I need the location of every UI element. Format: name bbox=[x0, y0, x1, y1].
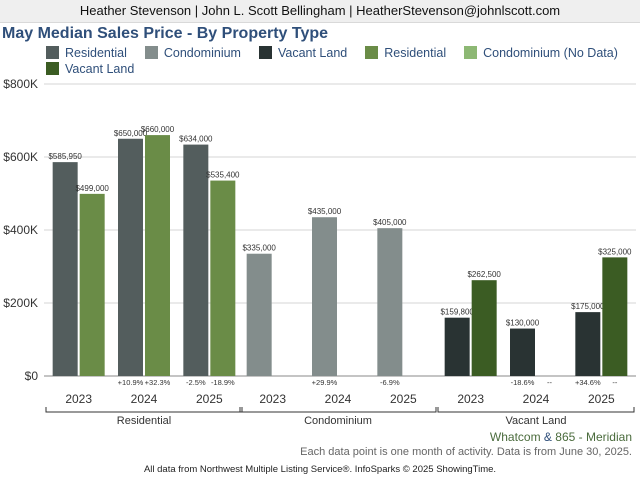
source-and: & bbox=[543, 430, 552, 444]
legend-swatch bbox=[144, 46, 158, 59]
data-label: $634,000 bbox=[179, 135, 213, 144]
legend-label: Condominium (No Data) bbox=[483, 45, 618, 60]
bar bbox=[510, 328, 535, 376]
bar bbox=[246, 253, 272, 376]
legend-label: Residential bbox=[384, 45, 447, 60]
x-group-label: Condominium bbox=[304, 415, 372, 426]
y-tick-label: $0 bbox=[25, 369, 39, 383]
group-bracket bbox=[437, 407, 635, 413]
bar bbox=[210, 180, 236, 376]
legend-swatch bbox=[464, 46, 478, 59]
change-label: -18.9% bbox=[211, 378, 235, 387]
data-label: $660,000 bbox=[141, 125, 175, 134]
data-label: $159,800 bbox=[440, 308, 474, 317]
change-label: -- bbox=[612, 378, 617, 387]
y-tick-label: $600K bbox=[3, 150, 38, 164]
legend-item-condominium-prev[interactable]: Condominium bbox=[144, 45, 241, 60]
legend-label: Condominium bbox=[163, 45, 241, 60]
data-label: $435,000 bbox=[308, 207, 342, 216]
chart-title: May Median Sales Price - By Property Typ… bbox=[2, 25, 329, 42]
data-label: $499,000 bbox=[75, 184, 109, 193]
bar bbox=[52, 162, 78, 376]
x-tick-year: 2024 bbox=[325, 392, 352, 406]
source-area-a: Whatcom bbox=[489, 430, 541, 444]
x-tick-year: 2023 bbox=[259, 392, 286, 406]
y-tick-label: $800K bbox=[3, 77, 38, 91]
bar bbox=[183, 144, 209, 376]
bar bbox=[312, 217, 337, 376]
legend-label: Residential bbox=[65, 45, 127, 60]
x-tick-year: 2024 bbox=[523, 392, 550, 406]
change-label: -6.9% bbox=[380, 378, 400, 387]
bar bbox=[575, 312, 601, 376]
x-group-label: Residential bbox=[117, 415, 171, 426]
data-credit: All data from Northwest Multiple Listing… bbox=[143, 464, 497, 475]
chart-legend: Residential Condominium Vacant Land Resi… bbox=[46, 45, 640, 76]
x-tick-year: 2025 bbox=[588, 392, 615, 406]
agent-contact-bar: Heather Stevenson | John L. Scott Bellin… bbox=[0, 0, 640, 23]
group-bracket bbox=[239, 407, 437, 413]
bar bbox=[444, 317, 470, 376]
source-area-b: 865 - Meridian bbox=[555, 430, 632, 444]
x-group-label: Vacant Land bbox=[506, 415, 567, 426]
data-label: $325,000 bbox=[598, 247, 632, 256]
bar bbox=[377, 228, 403, 376]
data-source-label: Whatcom & 865 - Meridian bbox=[490, 430, 632, 444]
legend-label: Vacant Land bbox=[277, 45, 348, 60]
x-tick-year: 2023 bbox=[65, 392, 92, 406]
y-tick-label: $400K bbox=[3, 223, 38, 237]
change-label: +32.3% bbox=[145, 378, 171, 387]
bar-chart: $0 $200K $400K $600K $800K $585,950 $499,000 20… bbox=[3, 77, 636, 426]
legend-item-condominium-may[interactable]: Condominium (No Data) bbox=[464, 45, 618, 60]
change-label: +29.9% bbox=[312, 378, 338, 387]
data-label: $650,000 bbox=[114, 129, 148, 138]
legend-item-vacant-prev[interactable]: Vacant Land bbox=[258, 45, 348, 60]
change-label: -2.5% bbox=[186, 378, 206, 387]
legend-swatch bbox=[258, 46, 272, 59]
change-label: +10.9% bbox=[118, 378, 144, 387]
x-tick-year: 2025 bbox=[390, 392, 417, 406]
bar bbox=[471, 280, 497, 376]
legend-item-residential-prev[interactable]: Residential bbox=[46, 45, 127, 60]
data-label: $175,000 bbox=[571, 302, 605, 311]
bar bbox=[79, 193, 105, 376]
group-bracket bbox=[45, 407, 243, 413]
data-label: $335,000 bbox=[242, 244, 276, 253]
data-label: $262,500 bbox=[467, 270, 501, 279]
bar bbox=[145, 135, 170, 376]
change-label: -18.6% bbox=[511, 378, 535, 387]
bar bbox=[602, 257, 628, 376]
y-tick-label: $200K bbox=[3, 296, 38, 310]
legend-item-residential-may[interactable]: Residential bbox=[365, 45, 446, 60]
legend-swatch bbox=[46, 62, 59, 75]
data-label: $585,950 bbox=[48, 152, 82, 161]
change-label: +34.6% bbox=[575, 378, 601, 387]
legend-swatch bbox=[365, 46, 379, 59]
legend-item-vacant-may[interactable]: Vacant Land bbox=[46, 61, 134, 76]
x-tick-year: 2025 bbox=[196, 392, 223, 406]
legend-swatch bbox=[46, 46, 59, 59]
data-label: $535,400 bbox=[206, 171, 240, 180]
bar bbox=[118, 138, 143, 376]
data-note: Each data point is one month of activity… bbox=[300, 446, 632, 458]
legend-label: Vacant Land bbox=[65, 61, 135, 76]
change-label: -- bbox=[547, 378, 552, 387]
data-label: $130,000 bbox=[506, 319, 540, 328]
data-label: $405,000 bbox=[373, 218, 407, 227]
x-tick-year: 2024 bbox=[131, 392, 158, 406]
x-tick-year: 2023 bbox=[457, 392, 484, 406]
